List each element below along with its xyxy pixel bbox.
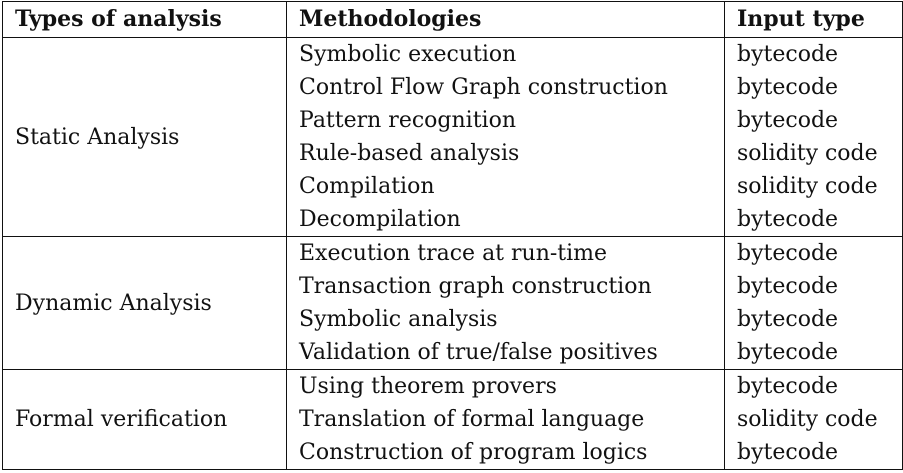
methodology-cell: Using theorem provers: [286, 369, 725, 403]
methodology-cell: Transaction graph construction: [286, 270, 725, 303]
table-row: Transaction graph construction bytecode: [3, 270, 903, 303]
input-type-cell: solidity code: [724, 403, 903, 436]
input-type-cell: bytecode: [724, 104, 903, 137]
methodology-cell: Pattern recognition: [286, 104, 725, 137]
table-row: Compilation solidity code: [3, 170, 903, 203]
input-type-cell: bytecode: [724, 303, 903, 336]
group-cell-formal-verification: Formal verification: [2, 369, 287, 470]
table-row: Dynamic Analysis Execution trace at run-…: [2, 236, 903, 370]
table-row: Formal verification Using theorem prover…: [2, 369, 903, 470]
header-input-type: Input type: [724, 1, 903, 38]
input-type-cell: solidity code: [724, 170, 903, 203]
table-row: Static Analysis Symbolic execution bytec…: [2, 37, 903, 237]
input-type-cell: bytecode: [724, 37, 903, 71]
group-cell-static-analysis: Static Analysis: [2, 37, 287, 237]
group-cell-dynamic-analysis: Dynamic Analysis: [2, 236, 287, 370]
input-type-cell: bytecode: [724, 369, 903, 403]
header-types-of-analysis: Types of analysis: [2, 1, 287, 38]
table-row: Decompilation bytecode: [3, 203, 903, 237]
table-row: Validation of true/false positives bytec…: [3, 336, 903, 370]
input-type-cell: bytecode: [724, 203, 903, 237]
table-row: Pattern recognition bytecode: [3, 104, 903, 137]
input-type-cell: bytecode: [724, 270, 903, 303]
table-header-row: Types of analysis Methodologies Input ty…: [2, 1, 903, 38]
header-methodologies: Methodologies: [286, 1, 725, 38]
methodology-cell: Decompilation: [286, 203, 725, 237]
methodology-cell: Symbolic execution: [286, 37, 725, 71]
methodology-cell: Symbolic analysis: [286, 303, 725, 336]
table-row: Translation of formal language solidity …: [3, 403, 903, 436]
methodology-cell: Rule-based analysis: [286, 137, 725, 170]
table-row: Control Flow Graph construction bytecode: [3, 71, 903, 104]
methodology-cell: Construction of program logics: [286, 436, 725, 470]
input-type-cell: bytecode: [724, 436, 903, 470]
input-type-cell: bytecode: [724, 336, 903, 370]
table-row: Construction of program logics bytecode: [3, 436, 903, 470]
methodology-cell: Compilation: [286, 170, 725, 203]
input-type-cell: bytecode: [724, 71, 903, 104]
table-row: Rule-based analysis solidity code: [3, 137, 903, 170]
methodology-cell: Control Flow Graph construction: [286, 71, 725, 104]
input-type-cell: bytecode: [724, 236, 903, 270]
methodology-cell: Execution trace at run-time: [286, 236, 725, 270]
input-type-cell: solidity code: [724, 137, 903, 170]
table-row: Symbolic analysis bytecode: [3, 303, 903, 336]
methodology-cell: Validation of true/false positives: [286, 336, 725, 370]
methodology-cell: Translation of formal language: [286, 403, 725, 436]
